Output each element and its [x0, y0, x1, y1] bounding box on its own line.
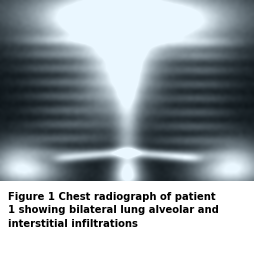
- Text: Figure 1 Chest radiograph of patient
1 showing bilateral lung alveolar and
inter: Figure 1 Chest radiograph of patient 1 s…: [8, 192, 218, 229]
